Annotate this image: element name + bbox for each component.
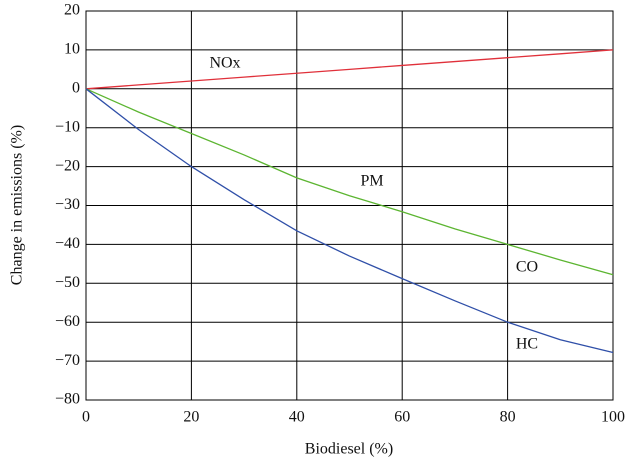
y-tick-label: −10 xyxy=(55,118,80,135)
y-axis-label: Change in emissions (%) xyxy=(9,125,26,285)
series-label: PM xyxy=(360,173,383,190)
line xyxy=(85,88,614,354)
series-label: HC xyxy=(516,336,538,353)
x-tick-label: 100 xyxy=(601,409,625,426)
y-tick-label: −30 xyxy=(55,196,80,213)
series-label: NOx xyxy=(209,55,240,72)
x-tick-label: 80 xyxy=(500,409,516,426)
y-tick-label: −40 xyxy=(55,235,80,252)
plot-frame xyxy=(85,10,614,401)
line xyxy=(85,49,614,90)
y-tick-label: 10 xyxy=(64,41,80,58)
y-tick-label: −80 xyxy=(55,391,80,408)
line xyxy=(85,88,614,276)
annotation: CO xyxy=(516,259,538,276)
x-tick-label: 40 xyxy=(289,409,305,426)
x-tick-label: 20 xyxy=(183,409,199,426)
x-axis-label: Biodiesel (%) xyxy=(305,441,393,458)
x-tick-label: 0 xyxy=(82,409,90,426)
y-tick-label: −70 xyxy=(55,352,80,369)
y-tick-label: 0 xyxy=(72,79,80,96)
y-tick-label: −50 xyxy=(55,274,80,291)
y-tick-label: −20 xyxy=(55,157,80,174)
x-tick-label: 60 xyxy=(394,409,410,426)
y-tick-label: 20 xyxy=(64,2,80,19)
y-tick-label: −60 xyxy=(55,313,80,330)
